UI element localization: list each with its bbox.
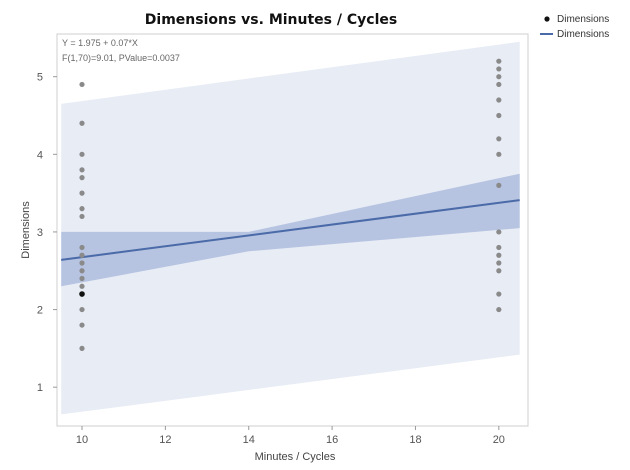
x-tick-label: 18 [409,434,421,446]
legend-marker-icon [544,16,550,22]
data-point [79,190,85,196]
y-tick-label: 1 [37,382,43,394]
data-point [79,268,85,274]
x-tick-label: 12 [159,434,171,446]
plot-frame [56,33,529,427]
data-point [79,322,85,328]
y-tick-label: 2 [37,305,43,317]
prediction-band [61,41,520,415]
data-point [496,252,502,258]
chart-title: Dimensions vs. Minutes / Cycles [145,12,397,28]
data-point [79,151,85,157]
legend: Dimensions Dimensions [540,14,609,40]
data-point [496,112,502,119]
y-tick-label: 3 [37,227,43,239]
regression-line [61,199,520,261]
data-point [496,306,502,313]
x-tick-label: 10 [76,434,88,446]
data-point [496,291,502,297]
data-point [79,252,85,258]
data-point [496,136,502,142]
data-point [79,175,85,181]
data-point [79,283,85,289]
data-point [496,244,502,251]
y-tick-label: 5 [37,72,43,84]
y-axis: 1 2 3 4 5 [37,72,57,394]
highlighted-point [79,291,85,297]
data-point [496,97,502,103]
data-point [496,229,502,235]
x-tick-label: 16 [326,434,338,446]
data-point [79,213,85,220]
data-point [79,167,85,173]
data-point [79,244,85,251]
data-point [496,182,502,188]
data-point [496,260,502,266]
points-layer [79,58,502,351]
data-point [496,66,502,72]
data-point [79,260,85,266]
data-point [79,306,85,313]
bands-layer [61,41,520,415]
equation-annotation: Y = 1.975 + 0.07*X [62,38,138,48]
x-axis-label: Minutes / Cycles [255,451,336,463]
x-tick-label: 20 [493,434,505,446]
x-axis: 10 12 14 16 18 20 [76,426,505,446]
x-tick-label: 14 [243,434,255,446]
data-point [496,81,502,88]
data-point [496,74,502,80]
legend-label-line: Dimensions [557,29,609,40]
y-tick-label: 4 [37,149,43,161]
data-point [79,81,85,88]
data-point [496,268,502,274]
data-point [79,206,85,212]
data-point [496,151,502,157]
y-axis-label: Dimensions [20,201,32,259]
data-point [79,345,85,351]
fit-layer [61,199,520,261]
data-point [79,120,85,126]
data-point [79,275,85,282]
legend-label-points: Dimensions [557,14,609,25]
stats-annotation: F(1,70)=9.01, PValue=0.0037 [62,53,180,63]
data-point [496,58,502,64]
